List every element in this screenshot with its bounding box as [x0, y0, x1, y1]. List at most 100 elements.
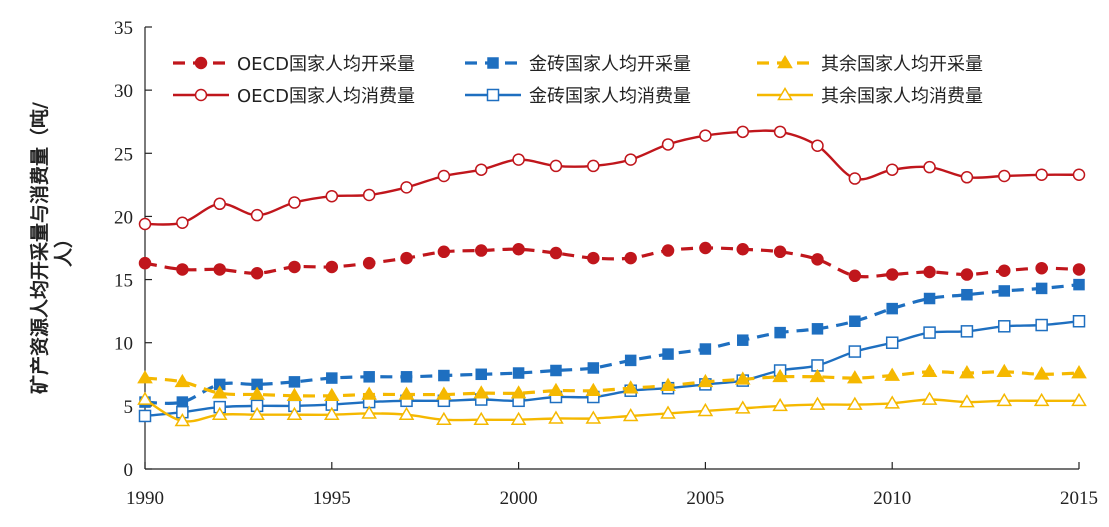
data-point: [362, 256, 376, 270]
data-point: [473, 385, 490, 399]
legend-item: OECD国家人均消费量: [173, 86, 415, 107]
x-tick-label: 2000: [500, 488, 538, 509]
data-point: [660, 377, 676, 391]
data-point: [138, 217, 152, 231]
series-group: [138, 314, 1086, 423]
data-point: [737, 334, 749, 346]
data-point: [249, 386, 265, 400]
data-point: [886, 302, 898, 315]
data-point: [585, 382, 602, 397]
data-point: [550, 364, 562, 377]
data-point: [250, 267, 264, 280]
data-point: [699, 343, 712, 355]
data-point: [438, 369, 450, 382]
data-point: [660, 405, 676, 419]
data-point: [587, 159, 600, 173]
data-point: [1072, 263, 1086, 276]
data-point: [1035, 282, 1048, 295]
series-group: [139, 278, 1085, 408]
data-point: [777, 87, 793, 101]
data-point: [923, 326, 936, 339]
data-point: [137, 391, 153, 405]
data-point: [587, 251, 600, 265]
data-point: [585, 410, 602, 424]
data-point: [734, 400, 751, 414]
legend-label: 其余国家人均消费量: [821, 86, 983, 107]
legend-item: OECD国家人均开采量: [173, 54, 415, 75]
data-point: [474, 244, 488, 257]
data-point: [288, 196, 301, 209]
x-tick-label: 2005: [686, 488, 724, 509]
x-tick-label: 2010: [873, 488, 911, 509]
data-point: [849, 315, 861, 327]
data-point: [138, 409, 152, 423]
series-line: [144, 320, 1080, 418]
data-point: [286, 387, 303, 402]
data-point: [624, 251, 637, 265]
data-point: [848, 345, 862, 358]
data-point: [847, 396, 863, 410]
x-tick-label: 1995: [313, 488, 351, 509]
data-point: [848, 172, 862, 185]
data-point: [1035, 261, 1048, 275]
legend-item: 其余国家人均开采量: [757, 54, 983, 75]
data-point: [697, 402, 714, 417]
y-tick-label: 15: [114, 271, 133, 292]
data-point: [549, 159, 563, 173]
data-point: [884, 367, 901, 381]
data-point: [176, 396, 189, 408]
x-tick-label: 1990: [126, 488, 164, 509]
data-point: [473, 411, 490, 426]
data-point: [998, 285, 1011, 297]
data-point: [436, 386, 452, 400]
data-point: [487, 57, 499, 69]
data-point: [697, 373, 714, 388]
data-point: [437, 169, 451, 183]
data-point: [661, 138, 675, 151]
y-axis-label: 矿产资源人均开采量与消费量（吨/人）: [28, 102, 75, 394]
data-point: [510, 385, 527, 399]
data-point: [1071, 365, 1087, 379]
data-point: [996, 363, 1013, 378]
y-tick-label: 20: [114, 207, 133, 228]
data-point: [996, 392, 1013, 407]
data-point: [325, 260, 339, 274]
data-point: [398, 406, 415, 420]
data-point: [772, 397, 788, 412]
legend-label: 金砖国家人均开采量: [529, 54, 691, 75]
data-point: [960, 171, 974, 184]
data-point: [138, 256, 152, 270]
legend-label: OECD国家人均消费量: [237, 86, 415, 107]
data-point: [885, 336, 899, 349]
y-axis-label-line: 矿产资源人均开采量与消费量（吨/: [28, 102, 51, 394]
data-point: [998, 320, 1011, 333]
data-point: [486, 88, 500, 102]
data-point: [699, 129, 712, 142]
data-point: [1035, 318, 1048, 332]
series-group: [138, 125, 1086, 231]
data-point: [811, 253, 824, 266]
data-point: [662, 348, 674, 360]
data-point: [961, 288, 973, 301]
y-tick-label: 0: [124, 460, 134, 481]
data-point: [325, 189, 339, 203]
legend-item: 金砖国家人均开采量: [465, 54, 691, 75]
data-point: [176, 263, 189, 276]
data-point: [811, 323, 824, 335]
data-point: [548, 382, 564, 397]
data-point: [288, 376, 301, 388]
data-point: [1033, 392, 1050, 407]
data-point: [174, 413, 191, 427]
data-point: [772, 368, 788, 383]
data-point: [923, 160, 936, 174]
data-point: [400, 181, 413, 194]
data-point: [923, 292, 936, 305]
data-point: [1073, 278, 1085, 291]
data-point: [773, 245, 787, 259]
data-point: [1071, 392, 1087, 407]
y-tick-label: 10: [114, 334, 133, 355]
data-point: [213, 263, 226, 276]
y-axis: 0 5 10 15 20 25 30 35: [114, 18, 152, 481]
data-point: [436, 411, 452, 426]
series-group: [137, 363, 1087, 402]
